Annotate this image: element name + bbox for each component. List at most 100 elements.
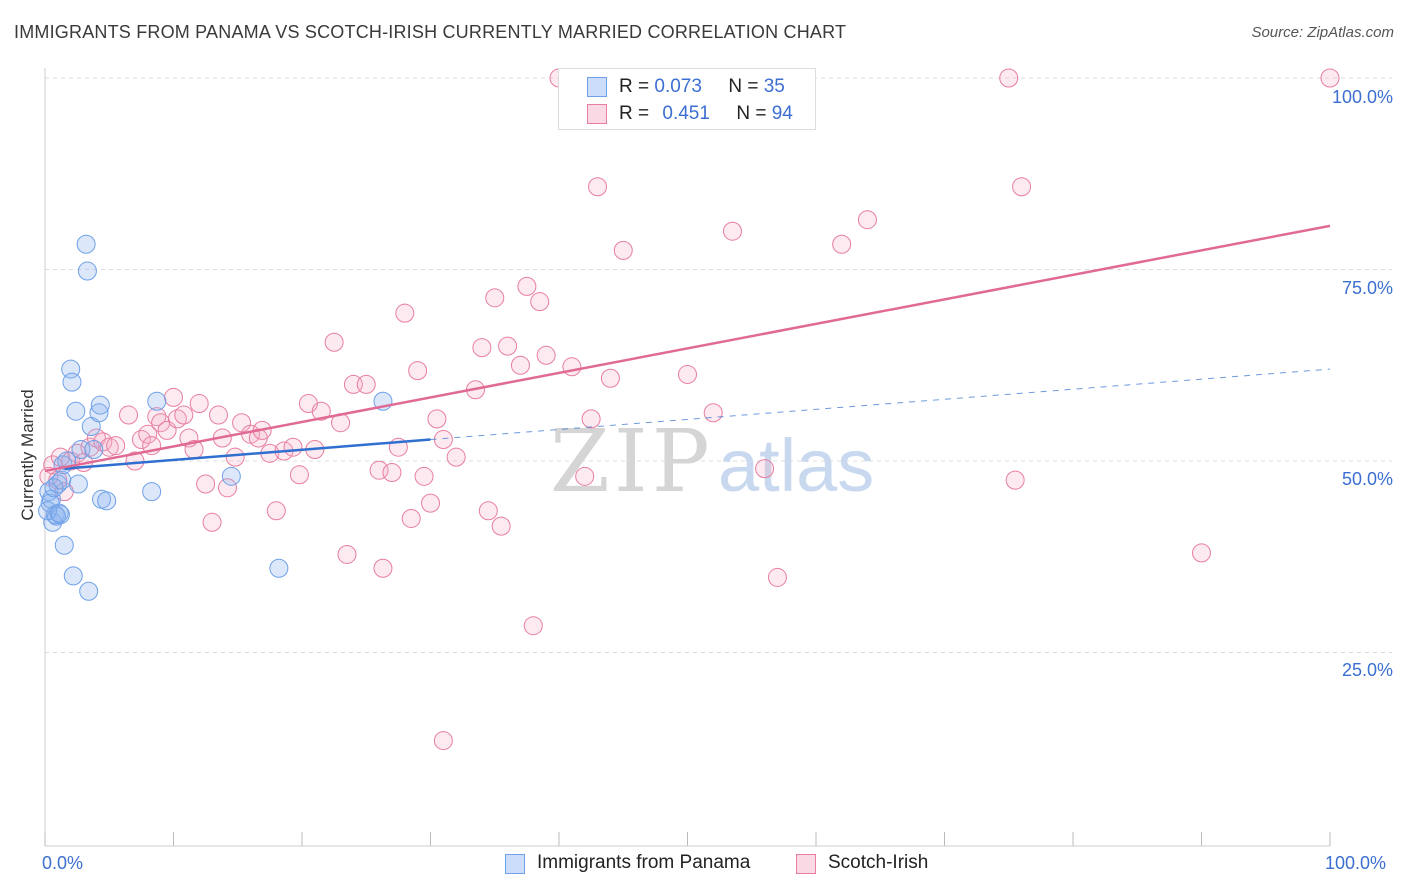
scotch-irish-point-83: [722, 221, 742, 241]
scotch-irish-point-64: [478, 501, 498, 521]
panama-point-15: [66, 401, 86, 421]
panama-points: [38, 234, 393, 601]
scotch-irish-point-58: [421, 493, 440, 513]
panama-point-13: [62, 372, 82, 392]
scotch-irish-point-38: [266, 501, 286, 521]
watermark: ZIP atlas: [550, 412, 874, 512]
scotch-irish-point-74: [562, 357, 582, 377]
scotch-irish-point-18: [147, 407, 167, 427]
panama-point-29: [221, 466, 241, 486]
panama-point-27: [142, 482, 162, 502]
scotch-irish-point-44: [311, 401, 331, 421]
scotch-irish-point-69: [517, 276, 537, 296]
scotch-irish-point-70: [523, 616, 543, 636]
panama-point-26: [97, 491, 117, 511]
panama-trend-extension: [430, 368, 1331, 441]
legend-r-value-1: 0.073: [654, 76, 702, 97]
scotch-irish-point-76: [581, 409, 601, 429]
scotch-irish-point-27: [196, 474, 216, 494]
scotch-irish-point-92: [1320, 68, 1340, 88]
panama-point-23: [89, 403, 109, 423]
legend-swatch-scotch-irish: [796, 854, 816, 874]
panama-point-19: [77, 261, 97, 281]
legend-r-label-2: R =: [619, 103, 650, 124]
watermark-atlas: atlas: [718, 424, 874, 507]
scotch-irish-point-26: [189, 394, 209, 414]
scotch-irish-point-67: [498, 336, 518, 356]
panama-point-28: [147, 391, 167, 411]
scotch-irish-point-28: [202, 512, 222, 532]
panama-point-24: [90, 395, 110, 415]
scotch-irish-point-89: [1005, 470, 1025, 490]
panama-point-22: [84, 440, 104, 460]
panama-point-20: [79, 581, 99, 601]
scotch-irish-point-59: [427, 409, 447, 429]
scotch-irish-point-85: [767, 567, 787, 587]
scotch-irish-point-15: [131, 430, 151, 450]
scotch-irish-point-12: [106, 436, 126, 456]
source-label: Source: ZipAtlas.com: [1251, 24, 1394, 41]
correlation-legend: R = 0.073 N = 35 R = 0.451 N = 94: [558, 68, 816, 130]
y-tick-100: 100.0%: [1331, 87, 1393, 107]
scotch-irish-point-78: [600, 368, 620, 388]
legend-n-label-2: N =: [736, 103, 767, 124]
panama-point-30: [269, 558, 289, 578]
scotch-irish-point-14: [125, 451, 145, 471]
scotch-irish-point-41: [289, 465, 309, 485]
legend-r-label-1: R =: [619, 76, 650, 97]
scotch-irish-point-77: [588, 177, 608, 197]
scotch-irish-point-75: [575, 466, 595, 486]
scotch-irish-point-52: [382, 462, 402, 482]
legend-label-scotch-irish: Scotch-Irish: [828, 852, 929, 873]
grid: [45, 77, 1392, 653]
scotch-irish-point-31: [217, 478, 237, 498]
scotch-irish-point-51: [373, 558, 393, 578]
scotch-irish-point-65: [485, 288, 505, 308]
scotch-irish-point-61: [446, 447, 466, 467]
y-axis-label: Currently Married: [18, 389, 37, 521]
scotch-irish-point-56: [408, 361, 428, 381]
x-tick-0: 0.0%: [42, 853, 84, 873]
scotch-irish-point-13: [119, 405, 139, 425]
scotch-irish-point-16: [138, 424, 158, 444]
scotch-irish-point-23: [174, 405, 194, 425]
scotch-irish-point-68: [510, 355, 530, 375]
panama-point-18: [76, 234, 96, 254]
chart-title: IMMIGRANTS FROM PANAMA VS SCOTCH-IRISH C…: [14, 22, 847, 42]
scotch-irish-point-11: [99, 437, 119, 457]
scotch-irish-point-60: [433, 430, 453, 450]
scotch-irish-point-55: [401, 508, 421, 528]
scotch-irish-point-47: [337, 544, 357, 564]
scotch-irish-point-82: [703, 403, 723, 423]
scotch-irish-point-81: [678, 364, 697, 384]
panama-point-10: [54, 535, 74, 555]
y-tick-50: 50.0%: [1341, 469, 1393, 489]
legend-swatch-blue: [587, 77, 607, 97]
legend-swatch-panama: [505, 854, 525, 874]
y-tick-75: 75.0%: [1341, 278, 1393, 298]
panama-point-34: [49, 503, 69, 523]
scotch-irish-point-49: [356, 374, 376, 394]
legend-r-value-2: 0.451: [662, 103, 710, 124]
panama-point-16: [68, 474, 88, 494]
scotch-irish-point-90: [1012, 177, 1032, 197]
scotch-irish-point-84: [755, 459, 775, 479]
scotch-irish-point-21: [164, 387, 183, 407]
scotch-irish-point-79: [613, 240, 633, 260]
scotch-irish-point-93: [433, 731, 453, 751]
legend-n-value-1: 35: [763, 76, 785, 97]
legend-swatch-pink: [587, 104, 607, 124]
scotch-irish-point-72: [536, 345, 556, 365]
panama-point-6: [48, 474, 68, 494]
scotch-irish-point-32: [225, 447, 245, 467]
scotch-irish-point-71: [530, 292, 550, 312]
scotch-irish-point-40: [283, 437, 303, 457]
panama-point-33: [44, 478, 64, 498]
scotch-irish-point-63: [472, 338, 492, 358]
watermark-zip: ZIP: [550, 412, 714, 512]
legend-label-panama: Immigrants from Panama: [537, 852, 751, 873]
scotch-irish-point-66: [491, 516, 511, 536]
scotch-irish-point-29: [208, 405, 228, 425]
y-tick-25: 25.0%: [1341, 660, 1393, 680]
